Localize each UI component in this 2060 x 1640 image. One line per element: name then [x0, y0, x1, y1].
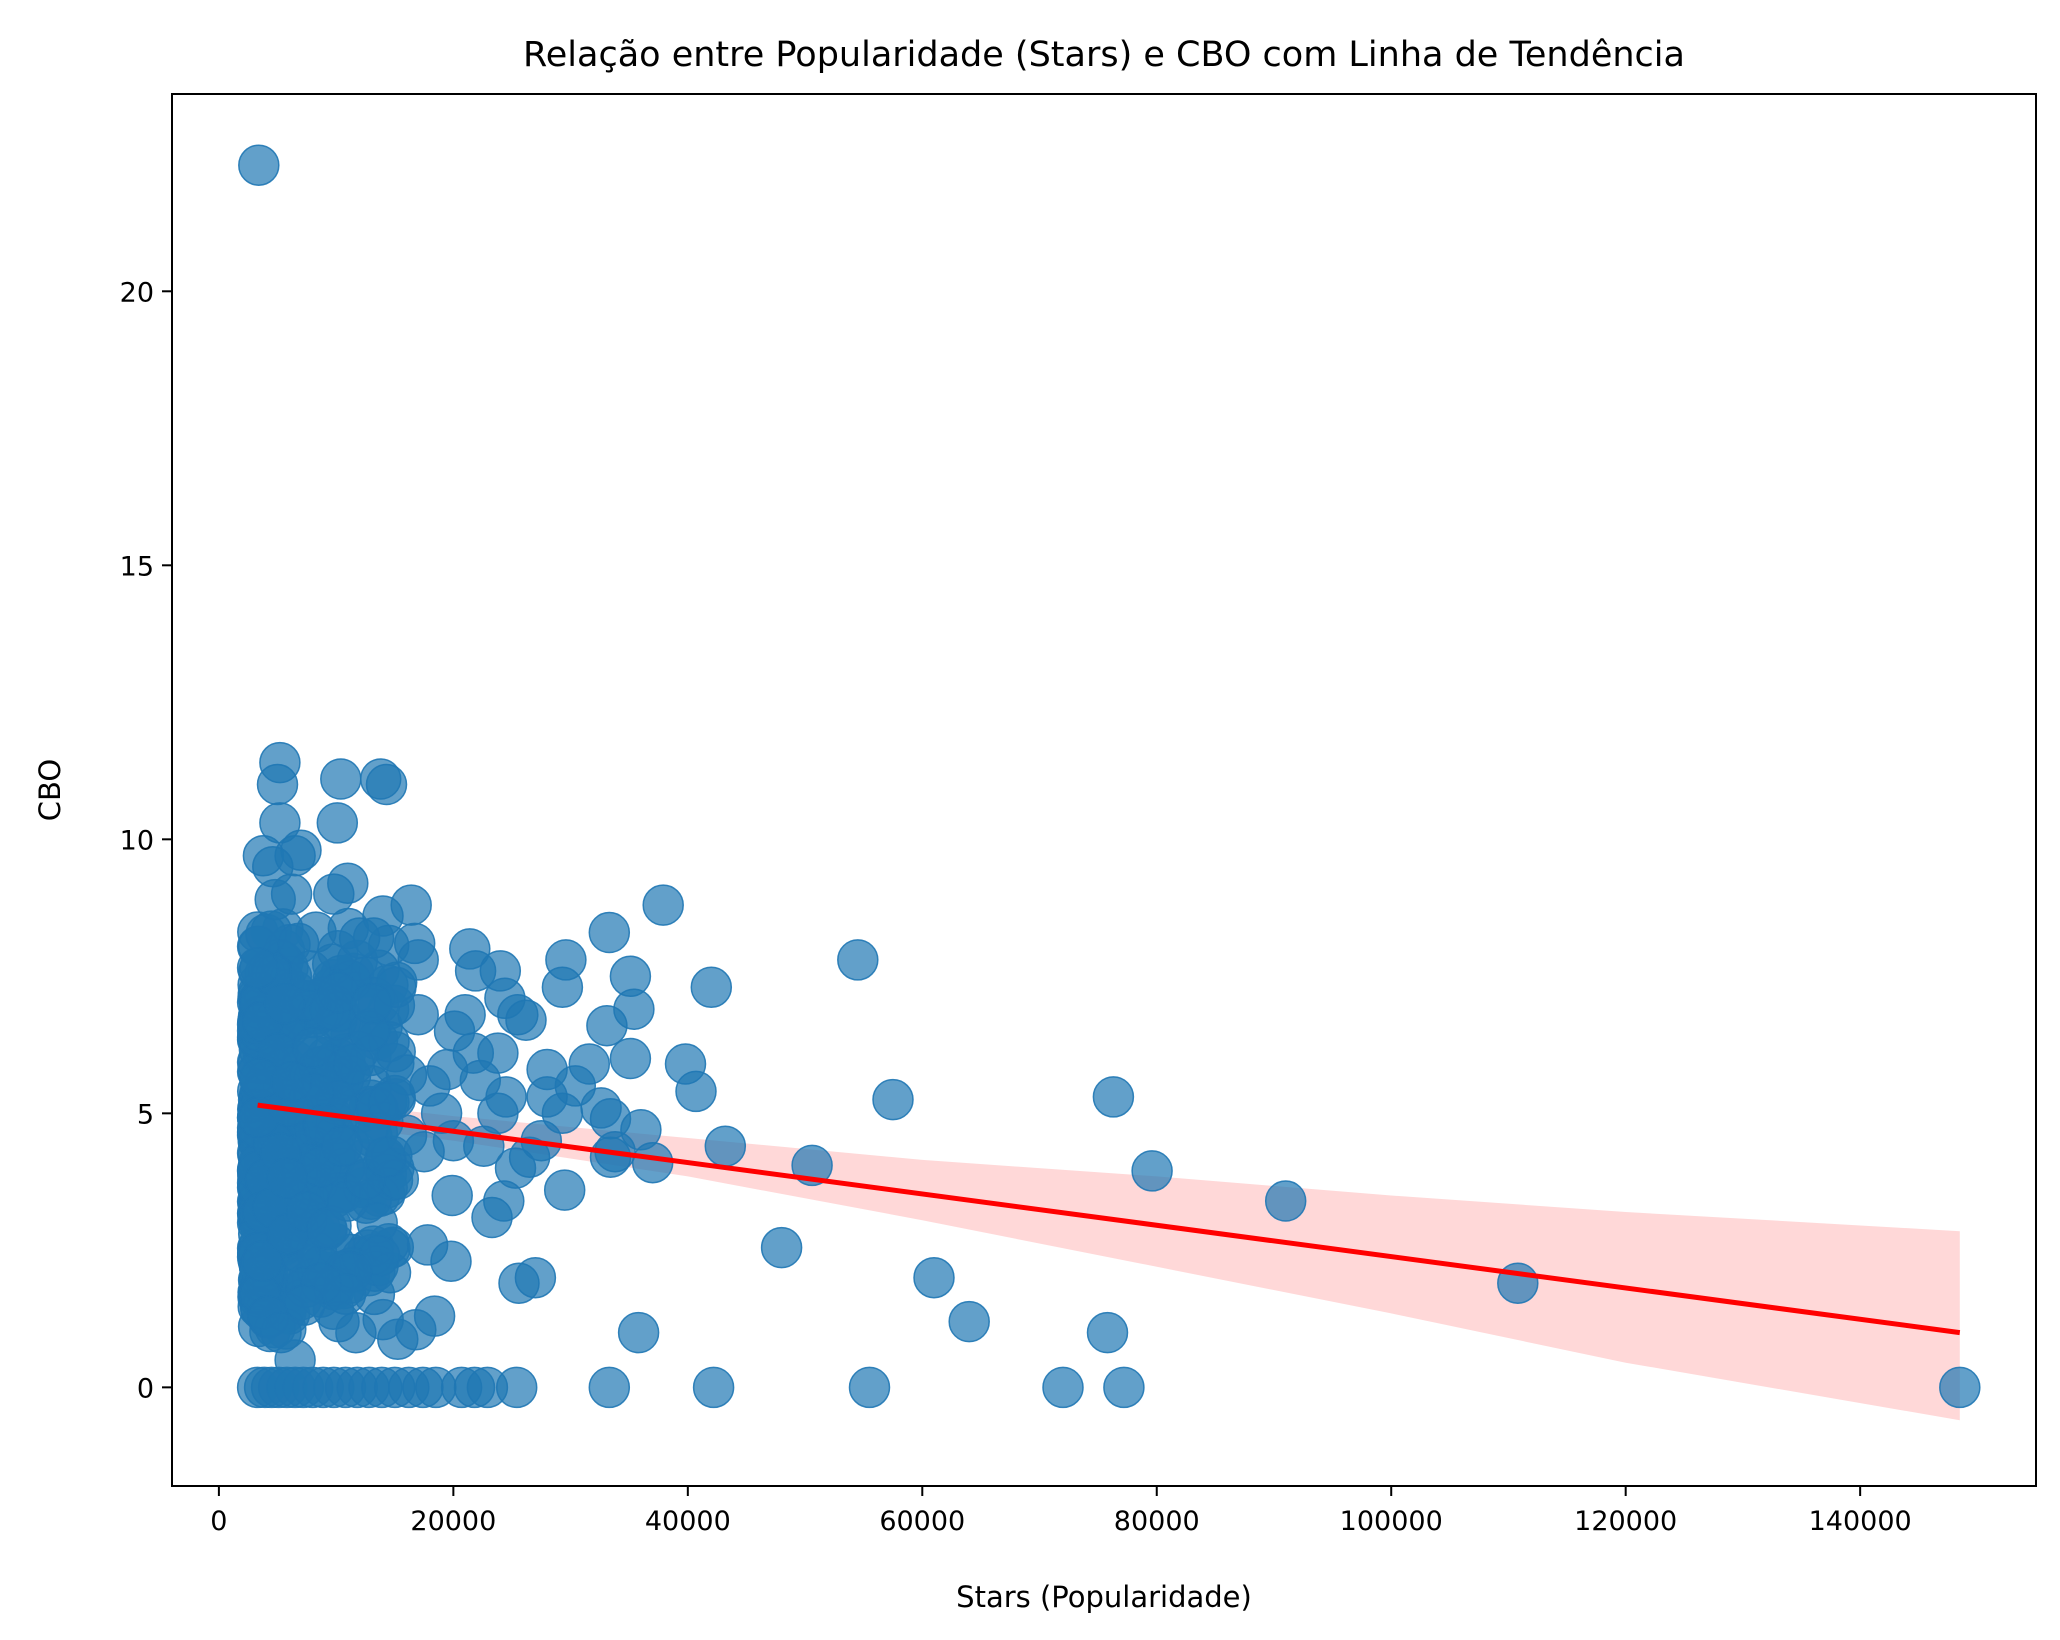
x-tick-label: 60000	[879, 1506, 965, 1537]
data-point	[588, 911, 631, 954]
data-point	[403, 1130, 445, 1173]
data-point	[291, 1026, 334, 1069]
x-tick-label: 140000	[1809, 1506, 1912, 1537]
confidence-band-layer	[257, 1094, 1960, 1421]
x-tick-label: 100000	[1340, 1506, 1443, 1537]
data-point	[471, 1196, 513, 1239]
data-point	[948, 1300, 990, 1343]
data-point	[631, 1141, 674, 1184]
points-layer	[236, 144, 1981, 1409]
data-point	[397, 939, 439, 981]
x-axis-label: Stars (Popularidade)	[956, 1580, 1252, 1614]
data-point	[430, 1240, 472, 1283]
data-point	[260, 1311, 302, 1354]
y-axis-ticks: 0 5 10 15 20	[120, 277, 172, 1404]
data-point	[338, 917, 381, 959]
data-point	[588, 1366, 631, 1409]
data-point	[350, 982, 393, 1025]
x-tick-label: 120000	[1574, 1506, 1677, 1537]
data-point	[704, 1125, 747, 1167]
data-point	[313, 873, 355, 915]
data-point	[256, 763, 299, 806]
x-axis-ticks: 0 20000 40000 60000 80000 100000 120000 140000	[210, 1486, 1912, 1537]
data-point	[289, 950, 332, 992]
data-point	[543, 1169, 586, 1211]
x-tick-label: 20000	[410, 1506, 496, 1537]
data-point	[690, 966, 733, 1009]
x-tick-label: 40000	[645, 1506, 731, 1537]
y-tick-label: 5	[137, 1099, 154, 1130]
trend-line-layer	[257, 1102, 1961, 1336]
data-point	[1264, 1180, 1307, 1222]
y-tick-label: 15	[120, 551, 154, 582]
y-tick-label: 0	[137, 1373, 154, 1404]
data-point	[1042, 1366, 1084, 1409]
data-point	[1092, 1076, 1135, 1118]
data-point	[420, 1092, 463, 1135]
data-point	[837, 939, 879, 981]
data-point	[1939, 1366, 1981, 1409]
y-axis-label: CBO	[33, 759, 67, 821]
data-point	[236, 947, 279, 989]
y-tick-label: 10	[120, 825, 154, 856]
data-point	[495, 1366, 538, 1409]
data-point	[514, 1256, 557, 1299]
data-point	[263, 982, 306, 1025]
data-point	[913, 1256, 955, 1299]
data-point	[526, 1076, 568, 1118]
data-point	[642, 884, 684, 926]
data-point	[609, 1037, 652, 1080]
chart-title: Relação entre Popularidade (Stars) e CBO…	[523, 35, 1685, 75]
data-point	[1131, 1150, 1173, 1192]
data-point	[270, 1060, 313, 1103]
data-point	[675, 1070, 717, 1113]
plot-frame	[171, 93, 2037, 1487]
data-point	[848, 1366, 891, 1409]
data-point	[365, 763, 408, 806]
data-point	[321, 1125, 363, 1167]
data-point	[241, 1240, 284, 1283]
data-point	[252, 845, 294, 888]
data-point	[395, 1309, 437, 1351]
confidence-band	[257, 1094, 1960, 1421]
x-tick-label: 80000	[1114, 1506, 1200, 1537]
data-point	[431, 1174, 473, 1217]
data-point	[541, 966, 584, 1009]
data-point	[760, 1226, 803, 1269]
data-point	[397, 993, 439, 1036]
x-tick-label: 0	[210, 1506, 227, 1537]
data-point	[1103, 1366, 1145, 1409]
trend-line	[257, 1102, 1961, 1336]
data-point	[505, 999, 547, 1041]
data-point	[316, 802, 359, 844]
data-point	[617, 1311, 660, 1354]
data-point	[692, 1366, 735, 1409]
data-point	[238, 144, 280, 186]
data-point	[368, 1081, 410, 1124]
y-tick-label: 20	[120, 277, 154, 308]
data-point	[586, 1004, 628, 1047]
data-point	[320, 758, 362, 800]
data-point	[1086, 1311, 1129, 1354]
data-point	[872, 1078, 914, 1121]
data-point	[266, 1157, 308, 1199]
